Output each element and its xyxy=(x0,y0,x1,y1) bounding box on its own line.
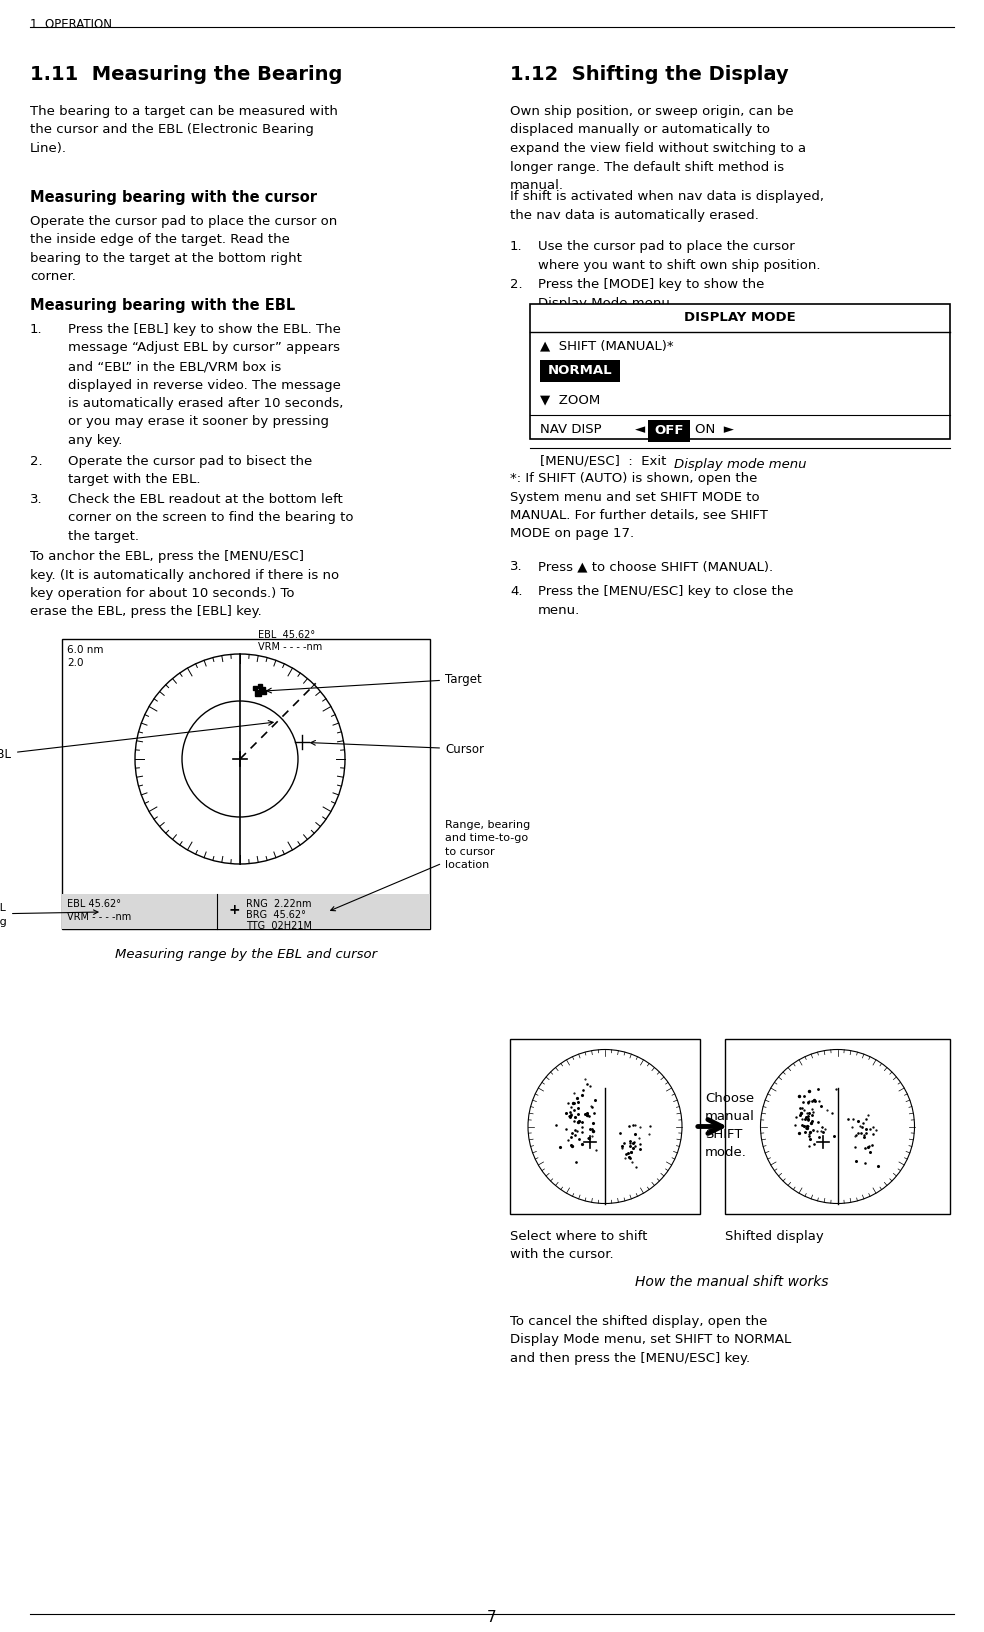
Text: TTG  02H21M: TTG 02H21M xyxy=(246,920,312,930)
Text: EBL
bearing: EBL bearing xyxy=(0,902,98,925)
Text: To cancel the shifted display, open the
Display Mode menu, set SHIFT to NORMAL
a: To cancel the shifted display, open the … xyxy=(510,1314,791,1364)
Text: EBL 45.62°: EBL 45.62° xyxy=(67,899,121,909)
Bar xyxy=(530,305,950,439)
Bar xyxy=(725,1040,950,1214)
Text: Shifted display: Shifted display xyxy=(725,1229,824,1242)
Text: NORMAL: NORMAL xyxy=(548,364,612,377)
Text: ▼  ZOOM: ▼ ZOOM xyxy=(540,393,600,406)
Text: EBL: EBL xyxy=(0,721,274,761)
Text: How the manual shift works: How the manual shift works xyxy=(636,1275,829,1288)
Text: 6.0 nm: 6.0 nm xyxy=(67,645,103,654)
Text: ◄: ◄ xyxy=(635,423,646,436)
Text: DISPLAY MODE: DISPLAY MODE xyxy=(684,310,796,323)
Bar xyxy=(510,1040,700,1214)
Text: ON  ►: ON ► xyxy=(695,423,734,436)
Text: 1.11  Measuring the Bearing: 1.11 Measuring the Bearing xyxy=(30,65,342,83)
Text: Target: Target xyxy=(267,672,482,694)
Text: Check the EBL readout at the bottom left
corner on the screen to find the bearin: Check the EBL readout at the bottom left… xyxy=(68,493,353,543)
Text: 2.: 2. xyxy=(30,455,42,468)
Text: 4.: 4. xyxy=(510,584,523,597)
Text: NAV DISP: NAV DISP xyxy=(540,423,601,436)
Bar xyxy=(62,640,430,930)
Text: Range, bearing
and time-to-go
to cursor
location: Range, bearing and time-to-go to cursor … xyxy=(331,819,530,911)
Text: Press ▲ to choose SHIFT (MANUAL).: Press ▲ to choose SHIFT (MANUAL). xyxy=(538,560,773,573)
Text: VRM - - - -nm: VRM - - - -nm xyxy=(258,641,322,651)
Text: Select where to shift
with the cursor.: Select where to shift with the cursor. xyxy=(510,1229,647,1260)
Text: 7: 7 xyxy=(487,1609,497,1624)
Text: ▲  SHIFT (MANUAL)*: ▲ SHIFT (MANUAL)* xyxy=(540,339,674,353)
Text: Cursor: Cursor xyxy=(311,741,484,756)
Text: To anchor the EBL, press the [MENU/ESC]
key. (It is automatically anchored if th: To anchor the EBL, press the [MENU/ESC] … xyxy=(30,550,339,619)
Text: OFF: OFF xyxy=(654,424,684,437)
Text: 2.: 2. xyxy=(510,277,523,290)
Text: Choose
manual
SHIFT
mode.: Choose manual SHIFT mode. xyxy=(705,1092,755,1159)
Text: Press the [MENU/ESC] key to close the
menu.: Press the [MENU/ESC] key to close the me… xyxy=(538,584,793,617)
Text: 1.12  Shifting the Display: 1.12 Shifting the Display xyxy=(510,65,788,83)
Text: VRM - - - -nm: VRM - - - -nm xyxy=(67,911,131,922)
Bar xyxy=(62,894,430,930)
Text: RNG  2.22nm: RNG 2.22nm xyxy=(246,899,312,909)
Text: 3.: 3. xyxy=(30,493,42,506)
Text: 2.0: 2.0 xyxy=(67,658,84,667)
Bar xyxy=(648,421,690,442)
Text: Measuring bearing with the EBL: Measuring bearing with the EBL xyxy=(30,297,295,313)
Text: BRG  45.62°: BRG 45.62° xyxy=(246,909,306,919)
Text: The bearing to a target can be measured with
the cursor and the EBL (Electronic : The bearing to a target can be measured … xyxy=(30,104,338,155)
Text: Operate the cursor pad to bisect the
target with the EBL.: Operate the cursor pad to bisect the tar… xyxy=(68,455,312,486)
Text: EBL  45.62°: EBL 45.62° xyxy=(258,630,315,640)
Text: 1. OPERATION: 1. OPERATION xyxy=(30,18,112,31)
Text: Display mode menu: Display mode menu xyxy=(674,457,806,470)
Text: 1.: 1. xyxy=(510,240,523,253)
Text: 1.: 1. xyxy=(30,323,42,336)
Text: Measuring range by the EBL and cursor: Measuring range by the EBL and cursor xyxy=(115,948,377,960)
Text: Measuring bearing with the cursor: Measuring bearing with the cursor xyxy=(30,189,317,206)
Text: +: + xyxy=(228,902,240,917)
Text: [MENU/ESC]  :  Exit: [MENU/ESC] : Exit xyxy=(540,455,666,468)
Text: 3.: 3. xyxy=(510,560,523,573)
Text: Use the cursor pad to place the cursor
where you want to shift own ship position: Use the cursor pad to place the cursor w… xyxy=(538,240,821,271)
Text: Press the [MODE] key to show the
Display Mode menu.: Press the [MODE] key to show the Display… xyxy=(538,277,765,310)
Text: *: If SHIFT (AUTO) is shown, open the
System menu and set SHIFT MODE to
MANUAL. : *: If SHIFT (AUTO) is shown, open the Sy… xyxy=(510,472,768,540)
Text: Own ship position, or sweep origin, can be
displaced manually or automatically t: Own ship position, or sweep origin, can … xyxy=(510,104,806,193)
Text: Press the [EBL] key to show the EBL. The
message “Adjust EBL by cursor” appears
: Press the [EBL] key to show the EBL. The… xyxy=(68,323,343,447)
Text: If shift is activated when nav data is displayed,
the nav data is automatically : If shift is activated when nav data is d… xyxy=(510,189,824,222)
Bar xyxy=(540,361,620,384)
Text: Operate the cursor pad to place the cursor on
the inside edge of the target. Rea: Operate the cursor pad to place the curs… xyxy=(30,215,338,284)
